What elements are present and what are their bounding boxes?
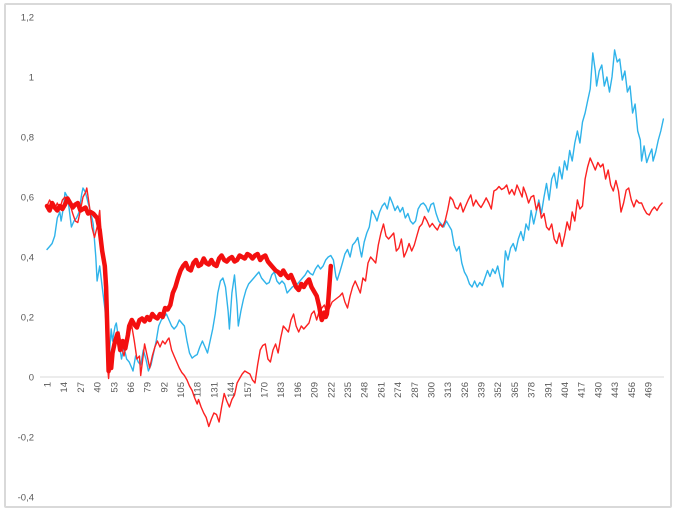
x-tick-label: 66 — [126, 382, 137, 393]
x-tick-label: 196 — [293, 382, 304, 398]
x-tick-label: 144 — [226, 382, 237, 398]
y-tick-label: -0,2 — [18, 433, 34, 444]
x-tick-label: 235 — [343, 382, 354, 398]
x-tick-label: 183 — [276, 382, 287, 398]
x-tick-label: 222 — [326, 382, 337, 398]
x-tick-label: 248 — [360, 382, 371, 398]
y-tick-label: -0,4 — [18, 493, 34, 504]
x-tick-label: 417 — [577, 382, 588, 398]
x-tick-label: 209 — [310, 382, 321, 398]
series-red-thin-line — [46, 157, 663, 428]
series-red-thick-line — [44, 196, 334, 374]
y-tick-label: 0,4 — [21, 253, 34, 264]
x-tick-label: 1 — [43, 382, 54, 387]
x-tick-label: 27 — [76, 382, 87, 393]
x-tick-label: 79 — [143, 382, 154, 393]
x-tick-label: 170 — [260, 382, 271, 398]
x-tick-label: 53 — [109, 382, 120, 393]
x-tick-label: 339 — [477, 382, 488, 398]
x-tick-label: 40 — [93, 382, 104, 393]
chart-frame — [4, 3, 672, 508]
x-tick-label: 105 — [176, 382, 187, 398]
x-tick-label: 131 — [209, 382, 220, 398]
x-tick-label: 469 — [644, 382, 655, 398]
x-tick-label: 365 — [510, 382, 521, 398]
y-tick-label: 1 — [29, 73, 34, 84]
x-tick-label: 352 — [493, 382, 504, 398]
y-tick-label: 0,2 — [21, 313, 34, 324]
x-tick-label: 274 — [393, 382, 404, 398]
x-tick-label: 92 — [159, 382, 170, 393]
y-tick-label: 1,2 — [21, 13, 34, 24]
x-tick-label: 443 — [610, 382, 621, 398]
y-tick-label: 0,8 — [21, 133, 34, 144]
x-tick-label: 404 — [560, 382, 571, 398]
x-tick-label: 261 — [376, 382, 387, 398]
x-tick-label: 157 — [243, 382, 254, 398]
x-tick-label: 456 — [627, 382, 638, 398]
x-tick-label: 14 — [59, 382, 70, 393]
y-tick-label: 0 — [29, 373, 34, 384]
x-tick-label: 300 — [427, 382, 438, 398]
x-tick-label: 287 — [410, 382, 421, 398]
x-tick-label: 326 — [460, 382, 471, 398]
x-tick-label: 118 — [193, 382, 204, 397]
y-tick-label: 0,6 — [21, 193, 34, 204]
x-tick-label: 313 — [443, 382, 454, 398]
x-tick-label: 378 — [527, 382, 538, 398]
x-tick-label: 430 — [593, 382, 604, 398]
x-tick-label: 391 — [543, 382, 554, 398]
